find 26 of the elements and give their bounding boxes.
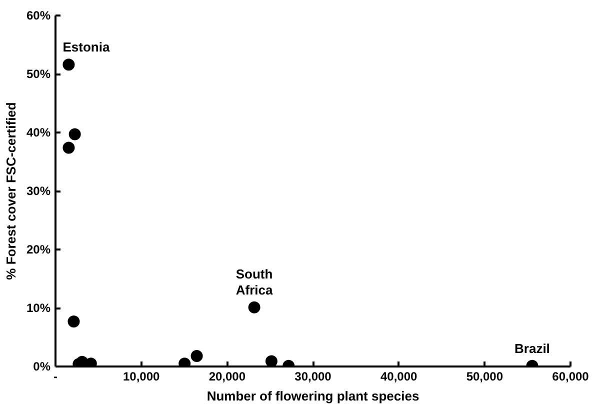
y-tick-label: 10%: [26, 301, 51, 315]
y-axis-title: % Forest cover FSC-certified: [3, 102, 18, 280]
y-tick-label: 40%: [26, 126, 51, 140]
x-tick-label: 60,000: [552, 370, 590, 384]
annotation: Estonia: [62, 40, 110, 55]
y-tick-label: 20%: [26, 242, 51, 256]
x-tick-label: 30,000: [294, 370, 332, 384]
y-tick-label: 60%: [26, 8, 51, 22]
point: [248, 301, 260, 314]
y-tick-label: 50%: [26, 67, 51, 81]
y-tick-label: 0%: [33, 360, 51, 374]
x-axis-title: Number of flowering plant species: [206, 388, 420, 404]
point: [265, 355, 278, 366]
point: [62, 142, 75, 154]
x-tick-label: 10,000: [122, 370, 160, 384]
x-tick-label: -: [54, 370, 58, 384]
point: [190, 350, 203, 362]
annotation: South Africa: [236, 266, 274, 298]
x-tick-label: 20,000: [208, 370, 246, 384]
point: [68, 315, 80, 328]
annotation: Brazil: [514, 340, 550, 356]
y-tick-label: 30%: [26, 184, 51, 198]
x-tick-label: 40,000: [380, 370, 418, 384]
point: [62, 58, 75, 71]
x-tick-label: 50,000: [466, 370, 504, 384]
point: [68, 128, 81, 140]
